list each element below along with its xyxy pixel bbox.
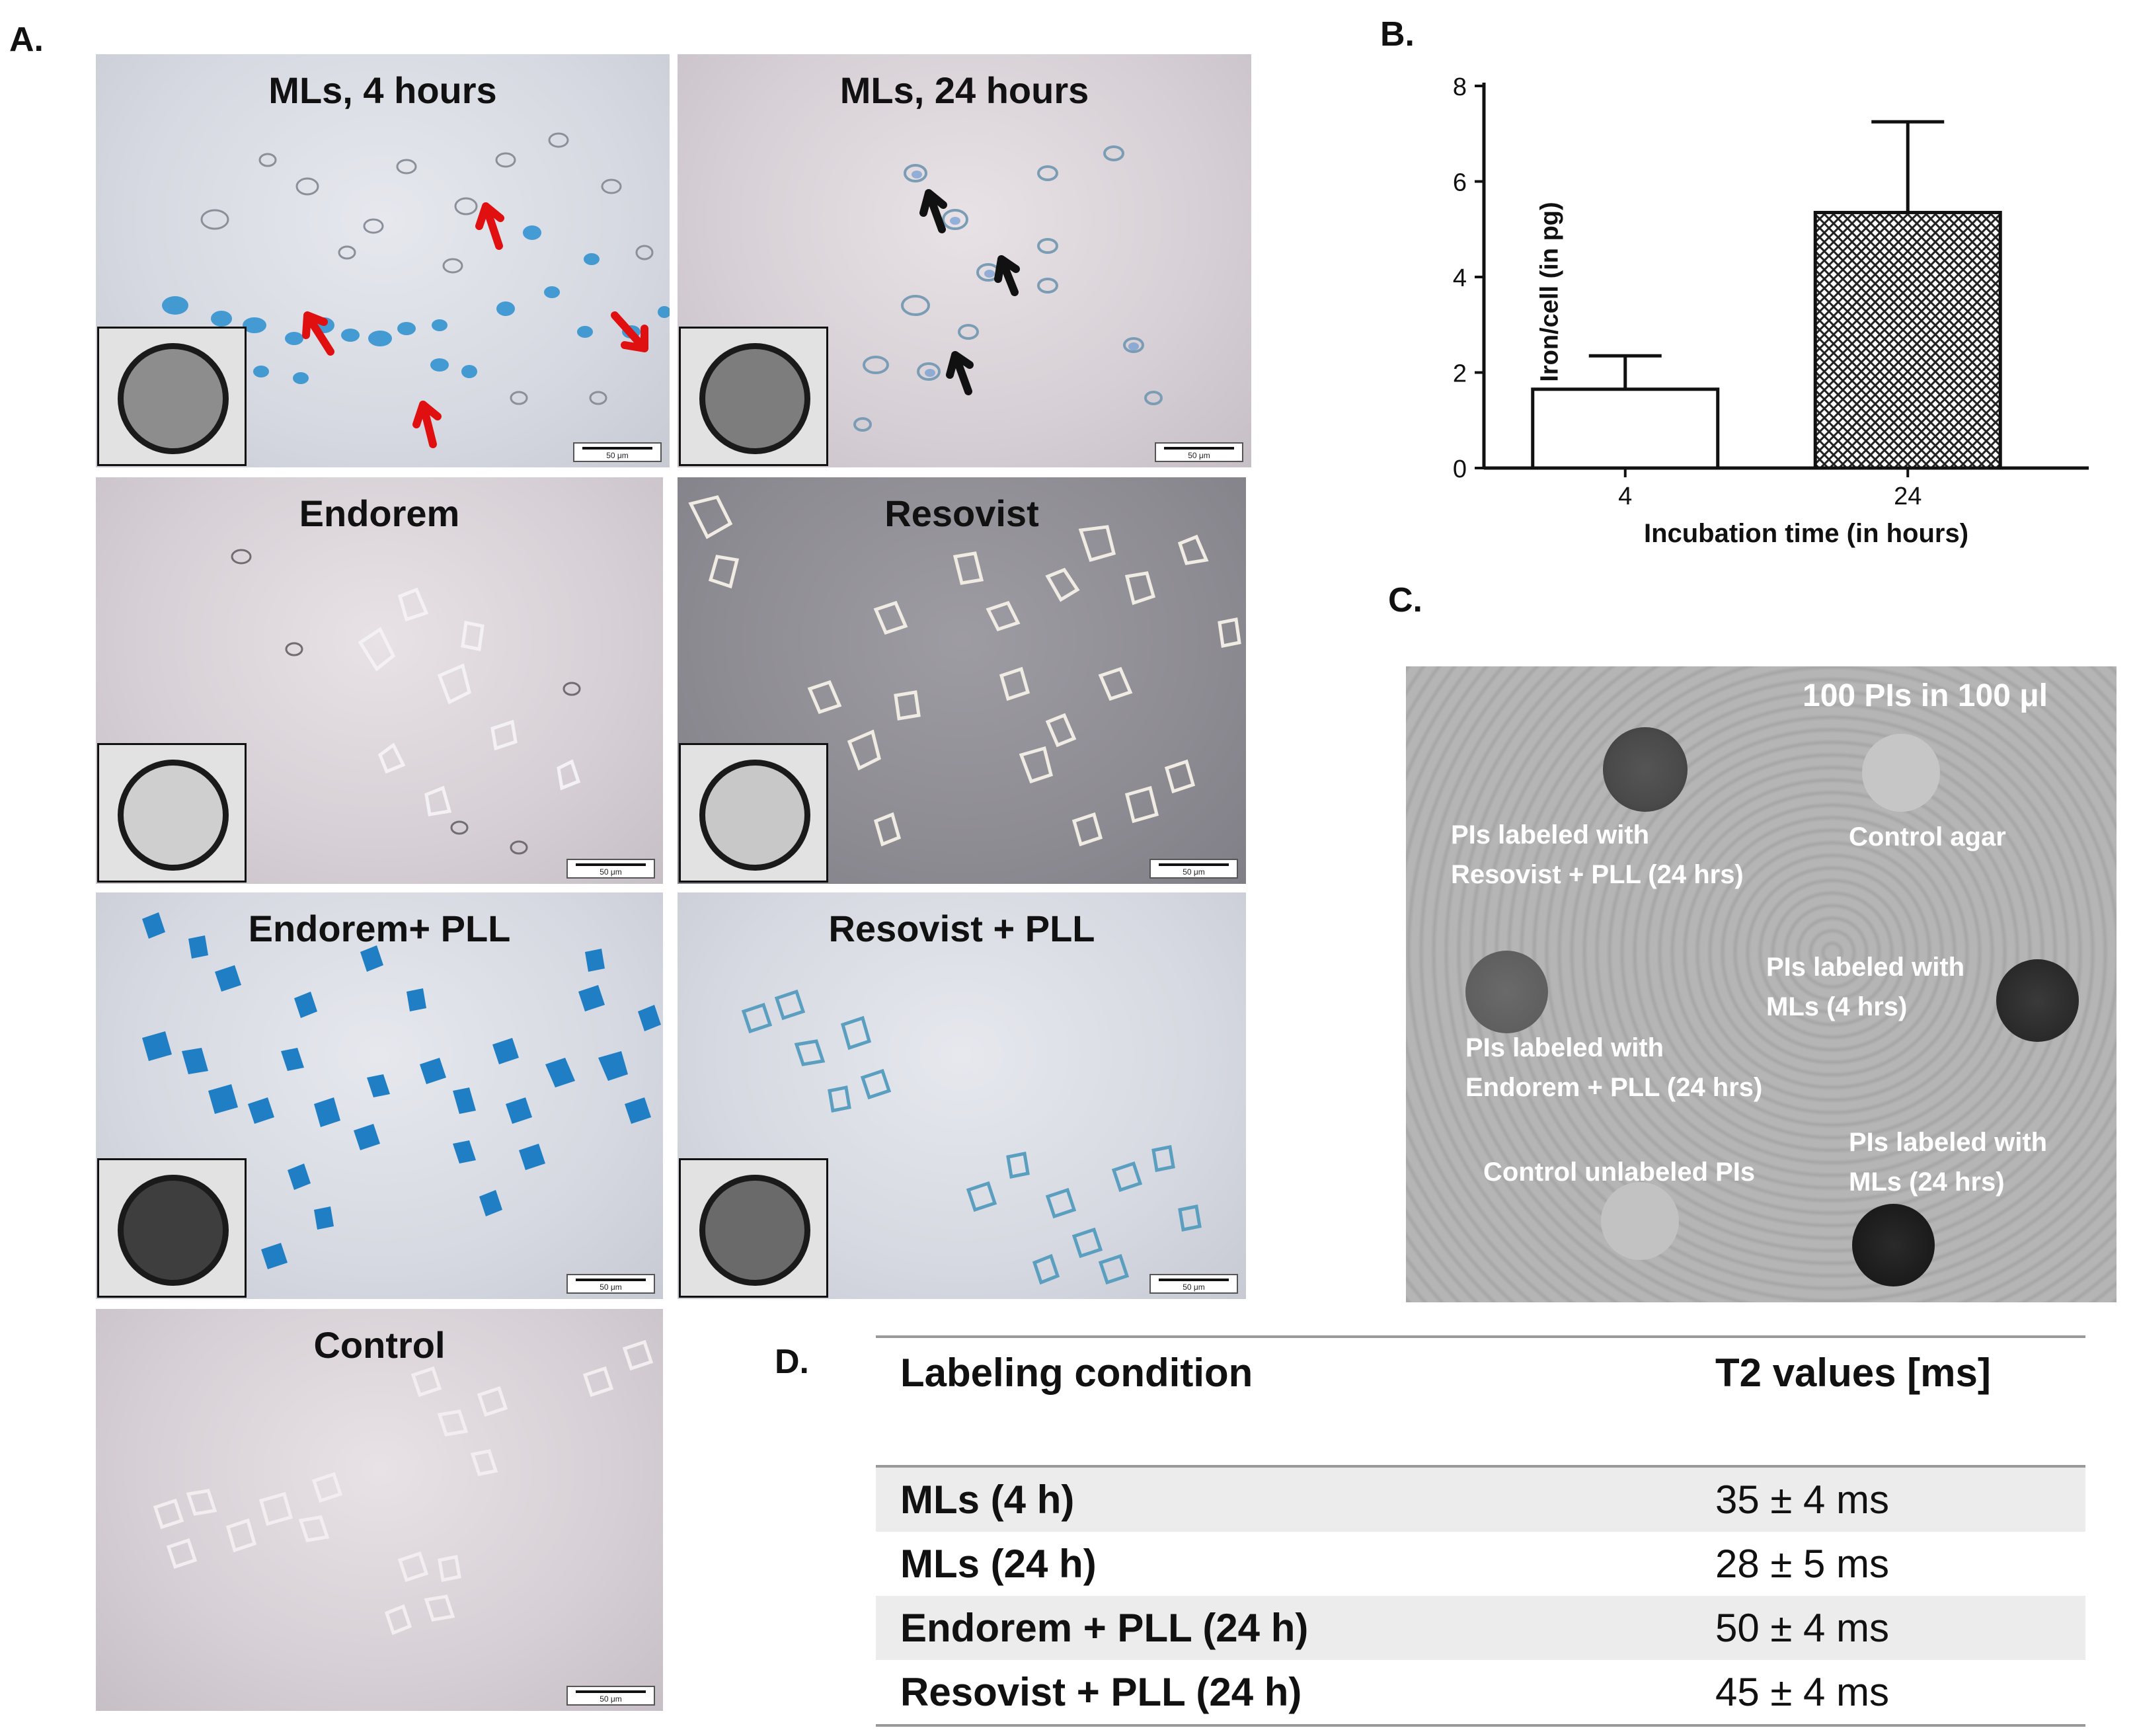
table-row: Resovist + PLL (24 h) 45 ± 4 ms: [876, 1660, 2085, 1724]
mri-label: PIs labeled with MLs (4 hrs): [1766, 953, 1965, 1021]
x-tick-label: 24: [1894, 483, 1922, 510]
micrograph-title: Resovist: [884, 493, 1039, 534]
cell-layer: [142, 912, 661, 1269]
mri-label: PIs labeled with MLs (24 hrs): [1849, 1128, 2048, 1197]
mri-inset-thumbnail: [679, 327, 828, 466]
y-tick-label: 0: [1453, 455, 1467, 483]
micrograph-mls-4h: MLs, 4 hours: [96, 54, 670, 467]
bar: [1813, 210, 2002, 470]
row-condition: Resovist + PLL (24 h): [900, 1670, 1302, 1714]
y-tick-label: 4: [1453, 264, 1467, 292]
scale-bar: 50 μm: [573, 442, 662, 462]
mri-inset-thumbnail: [97, 327, 247, 466]
mri-spot-mls-4h: [1996, 959, 2079, 1042]
micrograph-title: Endorem: [299, 493, 460, 534]
scale-bar: 50 μm: [1149, 859, 1238, 879]
scale-bar: 50 μm: [1155, 442, 1243, 462]
row-t2: 50 ± 4 ms: [1715, 1606, 1890, 1650]
row-condition: MLs (24 h): [900, 1542, 1097, 1586]
scale-bar: 50 μm: [566, 1686, 655, 1706]
header-labeling-condition: Labeling condition: [900, 1351, 1253, 1395]
x-tick-label: 4: [1618, 483, 1632, 510]
mri-label: PIs labeled with Resovist + PLL (24 hrs): [1451, 820, 1744, 889]
mri-spot-mls-24h: [1852, 1204, 1935, 1286]
mri-inset-thumbnail: [679, 1158, 828, 1298]
row-condition: Endorem + PLL (24 h): [900, 1606, 1309, 1650]
y-tick-label: 6: [1453, 169, 1467, 197]
cell-layer: [162, 132, 670, 448]
row-t2: 45 ± 4 ms: [1715, 1670, 1890, 1714]
row-condition: MLs (4 h): [900, 1478, 1075, 1522]
micrograph-title: Control: [313, 1324, 446, 1366]
micrograph-title: Endorem+ PLL: [248, 908, 511, 949]
micrograph-resovist: Resovist 50 μm: [678, 477, 1246, 884]
cell-layer: [153, 1339, 654, 1636]
y-tick-label: 2: [1453, 360, 1467, 388]
mri-spot-resovist-pll: [1603, 727, 1688, 812]
mri-inset-thumbnail: [97, 743, 247, 883]
micrograph-endorem: Endorem 50 μm: [96, 477, 663, 884]
mri-spot-endorem-pll: [1465, 951, 1548, 1033]
mri-title: 100 PIs in 100 μl: [1803, 678, 2048, 713]
header-t2-values: T2 values [ms]: [1715, 1351, 1991, 1395]
mri-label: Control unlabeled PIs: [1483, 1158, 1756, 1187]
bar: [1531, 387, 1720, 470]
table-row: Endorem + PLL (24 h) 50 ± 4 ms: [876, 1596, 2085, 1660]
micrograph-title: MLs, 4 hours: [268, 69, 497, 111]
mri-label: Control agar: [1849, 822, 2006, 851]
mri-label: PIs labeled with Endorem + PLL (24 hrs): [1465, 1033, 1763, 1102]
cell-layer: [853, 145, 1163, 432]
micrograph-resovist-pll: Resovist + PLL 50 μm: [678, 892, 1246, 1299]
scale-bar: 50 μm: [1149, 1274, 1238, 1294]
mri-phantom-image: 100 PIs in 100 μl PIs labeled with Resov…: [1406, 666, 2117, 1302]
table-row: MLs (24 h) 28 ± 5 ms: [876, 1532, 2085, 1596]
micrograph-mls-24h: MLs, 24 hours 50 μm: [678, 54, 1251, 467]
scale-bar: 50 μm: [566, 1274, 655, 1294]
table-row: MLs (4 h) 35 ± 4 ms: [876, 1468, 2085, 1532]
y-tick-label: 8: [1453, 73, 1467, 101]
panel-label-d: D.: [775, 1343, 809, 1381]
row-t2: 28 ± 5 ms: [1715, 1542, 1890, 1586]
micrograph-endorem-pll: Endorem+ PLL 50 μm: [96, 892, 663, 1299]
row-t2: 35 ± 4 ms: [1715, 1478, 1890, 1522]
panel-label-c: C.: [1388, 581, 1422, 619]
mri-inset-thumbnail: [97, 1158, 247, 1298]
micrograph-title: MLs, 24 hours: [839, 69, 1089, 111]
x-axis-title: Incubation time (in hours): [1644, 519, 1968, 548]
mri-spot-control-agar: [1862, 734, 1940, 812]
panel-label-a: A.: [9, 20, 44, 59]
mri-spot-control-unlabeled: [1601, 1182, 1679, 1260]
micrograph-control: Control 50 μm: [96, 1309, 663, 1711]
micrograph-title: Resovist + PLL: [828, 908, 1095, 949]
panel-label-b: B.: [1380, 15, 1415, 54]
cell-layer: [741, 989, 1202, 1285]
scale-bar: 50 μm: [566, 859, 655, 879]
mri-inset-thumbnail: [679, 743, 828, 883]
cell-layer: [231, 549, 581, 855]
